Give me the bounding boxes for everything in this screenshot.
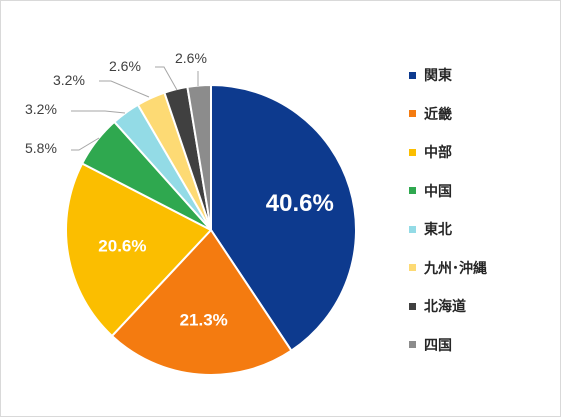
legend-swatch	[409, 341, 416, 348]
pie-slice-8	[186, 83, 212, 231]
legend-item-5: 東北	[409, 219, 452, 239]
data-label-6: 3.2%	[53, 72, 85, 88]
pie-slice-3	[64, 162, 212, 337]
legend-swatch	[409, 71, 416, 79]
leader-line-4	[71, 137, 100, 151]
leader-line-5	[71, 110, 126, 114]
legend-label: 九州･沖縄	[424, 260, 487, 277]
data-label-8: 2.6%	[175, 50, 207, 66]
legend-label: 四国	[424, 337, 452, 354]
legend-item-7: 北海道	[409, 296, 466, 316]
legend-item-4: 中国	[409, 181, 452, 201]
data-label-7: 2.6%	[109, 58, 141, 74]
legend-swatch	[409, 148, 416, 156]
data-label-2: 21.3%	[180, 311, 228, 330]
legend-label: 関東	[424, 68, 452, 84]
leader-line-7	[155, 66, 178, 91]
legend-label: 北海道	[424, 299, 466, 315]
legend-swatch	[409, 110, 416, 117]
data-label-1: 40.6%	[266, 190, 334, 217]
legend-label: 中国	[424, 183, 452, 200]
legend-item-6: 九州･沖縄	[409, 258, 487, 278]
legend-swatch	[409, 302, 416, 310]
pie-slice-2	[110, 229, 293, 376]
legend-item-2: 近畿	[409, 104, 452, 124]
data-label-3: 20.6%	[98, 236, 146, 255]
legend-label: 近畿	[424, 106, 452, 123]
data-label-5: 3.2%	[25, 101, 57, 117]
leader-line-6	[99, 80, 150, 98]
legend-item-1: 関東	[409, 65, 452, 85]
legend-item-8: 四国	[409, 335, 452, 355]
legend-swatch	[409, 264, 416, 271]
legend-swatch	[409, 225, 416, 233]
legend-swatch	[409, 187, 416, 194]
data-label-4: 5.8%	[25, 140, 57, 156]
legend-label: 中部	[424, 145, 452, 161]
legend-item-3: 中部	[409, 142, 452, 162]
legend-label: 東北	[424, 222, 452, 238]
